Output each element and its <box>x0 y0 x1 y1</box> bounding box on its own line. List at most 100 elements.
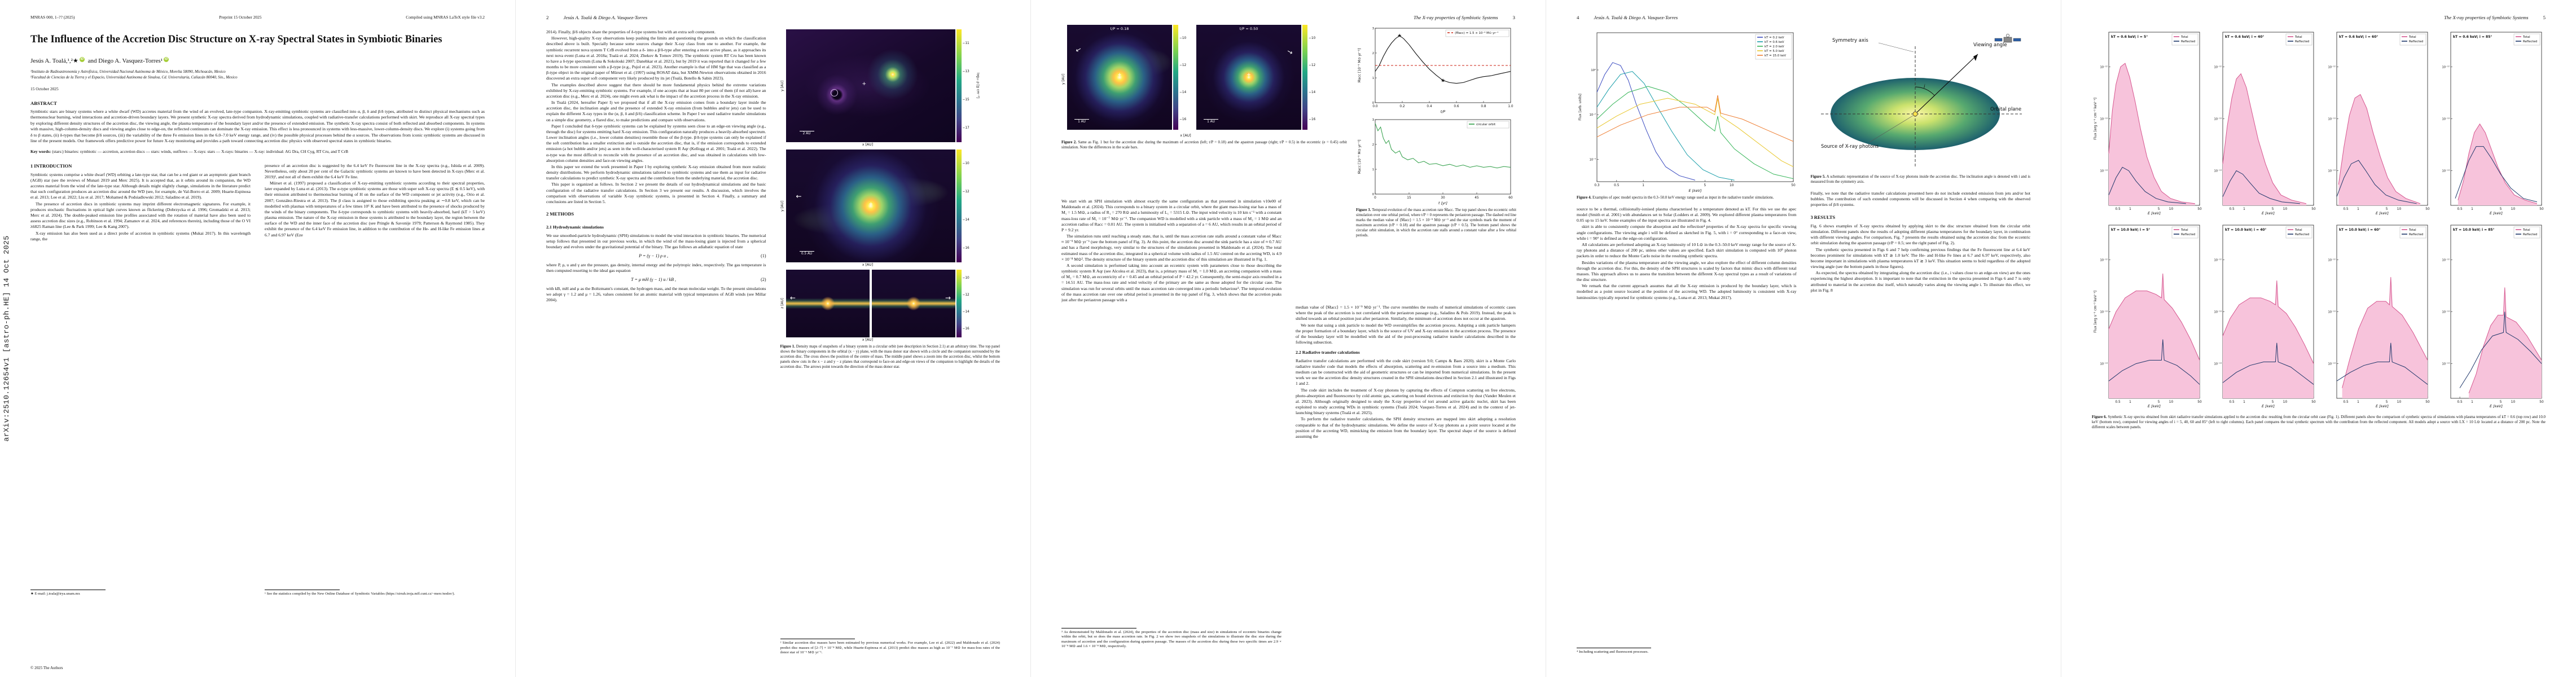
colorbar-ticks: −10 −12 −14 −16 <box>962 276 969 331</box>
svg-text:10⁻¹⁴: 10⁻¹⁴ <box>2100 170 2108 173</box>
footnote-email: ★ E-mail: j.toala@irya.unam.mx <box>30 591 80 596</box>
donor-direction-arrow: ← <box>789 294 796 302</box>
equation-1: P = (γ − 1) ρ u , (1) <box>546 253 766 260</box>
svg-text:1: 1 <box>2357 208 2359 211</box>
page-number: 4 <box>1577 15 1579 20</box>
donor-direction-arrow: ← <box>1074 45 1083 55</box>
spectrum-panel-kt10-i40: 0.5 1 5 10 50 10⁻¹⁴ 10⁻¹³ 10⁻¹² E [keV] TotalRefl… <box>2214 225 2316 408</box>
colorbar-title: log₁₀ ρ [g cm⁻³] <box>976 73 980 99</box>
svg-text:Total: Total <box>2294 36 2302 39</box>
paragraph: Paper I concluded that δ-type symbiotic … <box>546 123 766 163</box>
figure-1-caption: Figure 1. Density maps of snapshots of a… <box>780 345 1000 370</box>
svg-text:10: 10 <box>2169 401 2174 404</box>
svg-text:1: 1 <box>2357 401 2359 404</box>
affiliation-2: ²Facultad de Ciencias de la Tierra y el … <box>30 75 238 80</box>
page3-left-column: We start with an SPH simulation with alm… <box>1061 199 1282 650</box>
svg-text:1: 1 <box>2129 208 2131 211</box>
svg-text:E [keV]: E [keV] <box>2376 404 2389 408</box>
svg-text:60: 60 <box>1508 196 1513 200</box>
svg-text:Reflected: Reflected <box>2181 233 2195 236</box>
x-axis-label: x [AU] <box>1180 134 1191 138</box>
svg-text:10⁻¹³: 10⁻¹³ <box>2214 118 2222 121</box>
svg-text:0.5: 0.5 <box>2115 208 2121 211</box>
svg-text:E [keV]: E [keV] <box>2376 211 2389 216</box>
svg-text:0.4: 0.4 <box>1427 105 1432 108</box>
figure-6-caption: Figure 6. Synthetic X-ray spectra obtain… <box>2092 415 2546 430</box>
page4-left-column: 0.3 0.5 1 5 10 50 10⁻⁴ 10⁻² 10⁰ E [keV] Flux [arb.… <box>1577 29 1797 656</box>
wd-marker: + <box>868 201 874 207</box>
svg-text:10⁻¹⁴: 10⁻¹⁴ <box>2100 363 2108 366</box>
svg-text:10⁻¹²: 10⁻¹² <box>2442 65 2450 69</box>
svg-text:E [keV]: E [keV] <box>2490 211 2503 216</box>
paragraph: However, high-quality X-ray observations… <box>546 36 766 81</box>
page-4: 4 Jesús A. Toalá & Diego A. Vasquez-Torr… <box>1546 0 2061 677</box>
scale-bar: 2 AU <box>799 131 814 135</box>
figure-5: i Symmetry axis Viewing angle Source of … <box>1811 29 2030 185</box>
author-2: Diego A. Vasquez-Torres¹ <box>98 57 163 64</box>
colorbar-ticks: −10 −12 −14 −16 <box>1309 37 1316 121</box>
svg-text:Total: Total <box>2180 228 2188 232</box>
svg-text:5: 5 <box>2158 208 2160 211</box>
x-axis-label: x [AU] <box>862 338 874 342</box>
paper-title: The Influence of the Accretion Disc Stru… <box>30 34 442 45</box>
page3-right-column: median value of ⟨Ṁacc⟩ = 1.5 × 10⁻⁹ M⊙ y… <box>1296 305 1516 650</box>
svg-text:Reflected: Reflected <box>2295 40 2309 43</box>
svg-text:1: 1 <box>1372 168 1374 172</box>
svg-text:kT = 0.6 keV; i = 60°: kT = 0.6 keV; i = 60° <box>2339 35 2378 39</box>
figure-4-caption: Figure 4. Examples of apec model spectra… <box>1577 196 1797 201</box>
density-map-disc-edge-on-xz: ← <box>785 270 870 337</box>
svg-text:1.0: 1.0 <box>1508 105 1513 108</box>
paragraph: The synthetic spectra presented in Figs … <box>1810 247 2031 270</box>
svg-text:30: 30 <box>1441 196 1445 200</box>
svg-text:0.5: 0.5 <box>2115 401 2121 404</box>
svg-text:5: 5 <box>2386 208 2388 211</box>
svg-text:0: 0 <box>1374 196 1376 200</box>
svg-text:10⁻¹²: 10⁻¹² <box>2100 65 2108 69</box>
figure-2-left-unit: y [AU] t/P = 0.18 + ← 1 AU −10 −12 −14 −… <box>1061 25 1191 133</box>
running-head: The X-ray properties of Symbiotic System… <box>1061 15 1515 20</box>
svg-text:Total: Total <box>2522 36 2530 39</box>
svg-text:5: 5 <box>2158 401 2160 404</box>
figure-6-caption-tag: Figure 6. <box>2092 415 2107 419</box>
page-5: The X-ray properties of Symbiotic System… <box>2061 0 2576 677</box>
paragraph: Finally, we note that the radiative tran… <box>1810 191 2031 208</box>
input-spectra-chart: 0.3 0.5 1 5 10 50 10⁻⁴ 10⁻² 10⁰ E [keV] Flux [arb.… <box>1578 32 1796 193</box>
colorbar <box>1173 25 1178 130</box>
equation-2: T = μ mH (γ − 1) u / kB , (2) <box>546 277 766 283</box>
svg-text:10⁻¹⁴: 10⁻¹⁴ <box>2442 170 2450 173</box>
page-number: 5 <box>2543 15 2546 20</box>
svg-text:10⁻¹³: 10⁻¹³ <box>2328 118 2336 121</box>
svg-text:50: 50 <box>2197 401 2202 404</box>
running-title: The X-ray properties of Symbiotic System… <box>1414 15 1498 20</box>
page1-right-column: presence of an accretion disc is suggest… <box>265 163 485 597</box>
svg-text:10: 10 <box>2169 208 2174 211</box>
svg-text:E [keV]: E [keV] <box>2490 404 2503 408</box>
spectrum-panel-kt0.6-i5: 0.5 1 5 10 50 10⁻¹⁴ 10⁻¹³ 10⁻¹² E [keV] Flux [erg… <box>2094 32 2202 216</box>
spacer <box>265 239 485 585</box>
svg-text:5: 5 <box>2272 208 2274 211</box>
page1-left-column: 1 INTRODUCTION Symbiotic systems compris… <box>30 163 251 597</box>
spectrum-panel-kt0.6-i85: 0.5 1 5 10 50 10⁻¹⁴ 10⁻¹³ 10⁻¹² E [keV] TotalRefl… <box>2442 32 2544 216</box>
svg-text:t/P: t/P <box>1441 109 1446 114</box>
svg-text:⟨Ṁacc⟩ = 1.5 × 10⁻⁹ M⊙ yr⁻¹: ⟨Ṁacc⟩ = 1.5 × 10⁻⁹ M⊙ yr⁻¹ <box>1455 31 1498 35</box>
svg-text:kT = 15.0 keV: kT = 15.0 keV <box>1765 54 1786 58</box>
keywords: Key words: (stars:) binaries: symbiotic … <box>30 149 485 155</box>
svg-text:Ṁacc [10⁻⁹ M⊙ yr⁻¹]: Ṁacc [10⁻⁹ M⊙ yr⁻¹] <box>1358 49 1362 83</box>
paragraph: In this paper we extend the work present… <box>546 164 766 181</box>
paragraph: where P, ρ, u and γ are the pressure, ga… <box>546 262 766 274</box>
figure-1: y [AU] + 2 AU −11 −13 −15 −17 log₁₀ ρ [g… <box>780 29 1000 370</box>
svg-text:0.3: 0.3 <box>1594 184 1600 187</box>
paragraph: Fig. 6 shows examples of X-ray spectra o… <box>1810 223 2031 246</box>
svg-text:kT = 0.2 keV: kT = 0.2 keV <box>1765 36 1784 39</box>
svg-text:Total: Total <box>2294 228 2302 232</box>
colorbar <box>1302 25 1307 130</box>
running-head: 4 Jesús A. Toalá & Diego A. Vasquez-Torr… <box>1577 15 2030 20</box>
svg-text:kT = 5.0 keV: kT = 5.0 keV <box>1765 50 1784 53</box>
wd-marker: + <box>1117 72 1122 78</box>
svg-text:5: 5 <box>2500 208 2502 211</box>
svg-text:0: 0 <box>1372 193 1374 196</box>
svg-text:0: 0 <box>1372 102 1374 105</box>
density-map-binary-orbital-plane: + 2 AU <box>785 29 955 142</box>
